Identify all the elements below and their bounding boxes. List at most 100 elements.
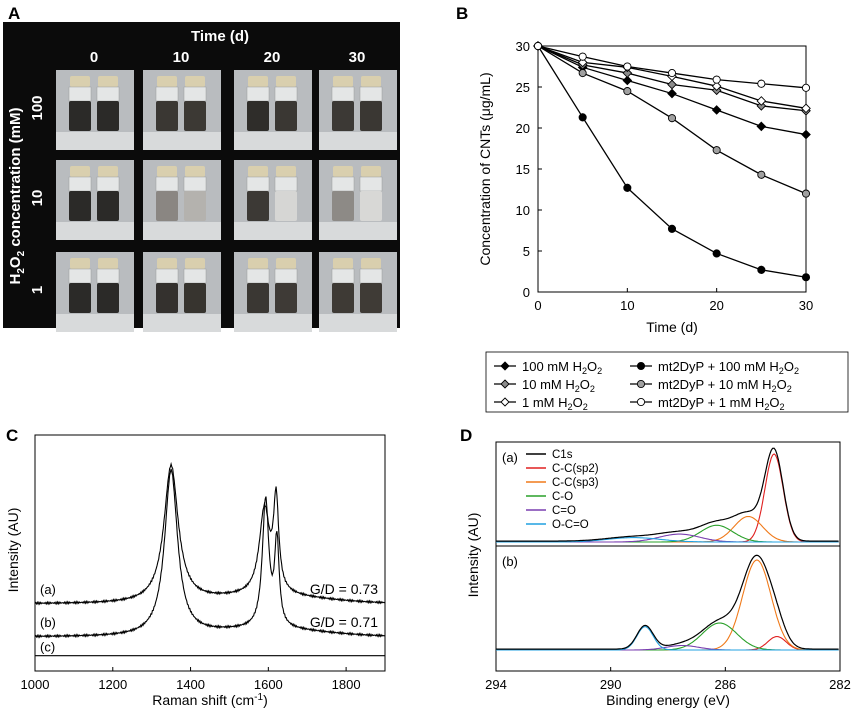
spectrum-label: (c) — [40, 640, 55, 655]
y-tick-label: 10 — [516, 203, 530, 218]
vial-liquid — [69, 283, 91, 313]
x-tick-label: 1800 — [332, 677, 361, 692]
vial-grid — [56, 70, 397, 332]
vial-cap — [276, 76, 296, 87]
chart-c-frame — [34, 434, 386, 672]
vial-glass — [359, 86, 383, 102]
concentration-axis-title: H2O2 concentration (mM) — [7, 108, 27, 285]
component-curve — [496, 515, 839, 543]
vial-cap — [333, 166, 353, 177]
vial-glass — [331, 268, 355, 284]
spectrum-label: (a) — [40, 582, 56, 597]
vial-liquid — [97, 101, 119, 131]
panel-d: D Binding energy (eV) Intensity (AU) 294… — [430, 420, 851, 712]
vial-glass — [68, 176, 92, 192]
x-tick-label: 286 — [714, 677, 736, 692]
y-tick-label: 30 — [516, 39, 530, 54]
c1s-envelope — [496, 447, 839, 542]
component-curve — [496, 626, 839, 651]
data-point — [622, 68, 633, 78]
vial-glass — [331, 176, 355, 192]
component-curve — [496, 453, 839, 543]
component-curve — [496, 559, 839, 651]
x-tick-label: 20 — [709, 298, 723, 313]
photo-table — [143, 132, 221, 150]
vial-cap — [276, 166, 296, 177]
legend-label: 10 mM H2O2 — [522, 377, 595, 394]
legend-label: mt2DyP + 10 mM H2O2 — [658, 377, 792, 394]
data-point — [667, 88, 677, 99]
panel-a-letter: A — [8, 4, 21, 23]
vial-liquid — [275, 283, 297, 313]
time-label-10: 10 — [173, 49, 190, 66]
x-tick-label: 30 — [799, 298, 813, 313]
vial-glass — [183, 176, 207, 192]
vial-glass — [183, 268, 207, 284]
photo-table — [319, 132, 397, 150]
component-curve — [496, 635, 839, 651]
legend-marker — [636, 379, 646, 389]
photo-table — [319, 222, 397, 240]
vial-cap — [333, 76, 353, 87]
chart-d-ylabel: Intensity (AU) — [465, 513, 481, 598]
vial-glass — [331, 86, 355, 102]
panel-c-letter: C — [6, 426, 19, 445]
row-label-1: 1 — [29, 286, 46, 294]
data-point — [712, 249, 721, 258]
vial-glass — [183, 86, 207, 102]
vial-liquid — [184, 191, 206, 221]
vial-liquid — [156, 191, 178, 221]
legend-label: O-C=O — [552, 519, 589, 531]
vial-liquid — [69, 101, 91, 131]
data-point — [801, 273, 811, 282]
vial-liquid — [97, 283, 119, 313]
panel-a-figure: Time (d) 0 10 20 30 H2O2 concentration (… — [3, 22, 400, 332]
data-point — [801, 103, 811, 114]
chart-d-ticks: 294 290 286 282 — [485, 667, 851, 692]
vial-liquid — [97, 191, 119, 221]
data-point — [801, 129, 811, 140]
vial-liquid — [184, 101, 206, 131]
c1s-envelope — [496, 554, 839, 650]
legend-box — [485, 351, 849, 413]
photo-table — [143, 222, 221, 240]
legend-label: 100 mM H2O2 — [522, 359, 602, 376]
photo-table — [319, 314, 397, 332]
chart-c-ticks: 1000 1200 1400 1600 1800 — [21, 667, 361, 692]
vial-glass — [155, 268, 179, 284]
spectrum-line — [34, 461, 386, 606]
data-point — [756, 101, 767, 111]
legend-label: mt2DyP + 1 mM H2O2 — [658, 395, 785, 412]
data-point — [622, 75, 633, 86]
vial-cap — [98, 76, 118, 87]
row-label-10: 10 — [29, 190, 46, 207]
time-label-30: 30 — [349, 49, 366, 66]
vial-cap — [361, 76, 381, 87]
vial-glass — [96, 176, 120, 192]
data-point — [712, 75, 721, 84]
panel-b-letter: B — [456, 4, 469, 23]
vial-cap — [70, 166, 90, 177]
vial-glass — [96, 268, 120, 284]
vial-liquid — [247, 191, 269, 221]
vial-liquid — [332, 283, 354, 313]
photo-table — [56, 132, 134, 150]
photo-table — [143, 314, 221, 332]
vial-cap — [248, 166, 268, 177]
data-point — [756, 121, 767, 132]
vial-liquid — [69, 191, 91, 221]
chart-b-xlabel: Time (d) — [646, 319, 698, 335]
panel-c: C Raman shift (cm-1) Intensity (AU) 1000… — [0, 420, 420, 712]
vial-cap — [70, 258, 90, 269]
data-point — [801, 189, 811, 198]
data-point — [711, 81, 722, 92]
x-tick-label: 1400 — [176, 677, 205, 692]
vial-glass — [274, 176, 298, 192]
legend-marker — [500, 397, 510, 407]
legend-label: C-C(sp3) — [552, 477, 599, 489]
vial-cap — [185, 258, 205, 269]
legend-marker — [500, 379, 510, 389]
chart-c-xlabel: Raman shift (cm-1) — [152, 692, 268, 708]
gd-ratio-label: G/D = 0.73 — [310, 581, 378, 597]
legend-marker — [500, 361, 510, 371]
